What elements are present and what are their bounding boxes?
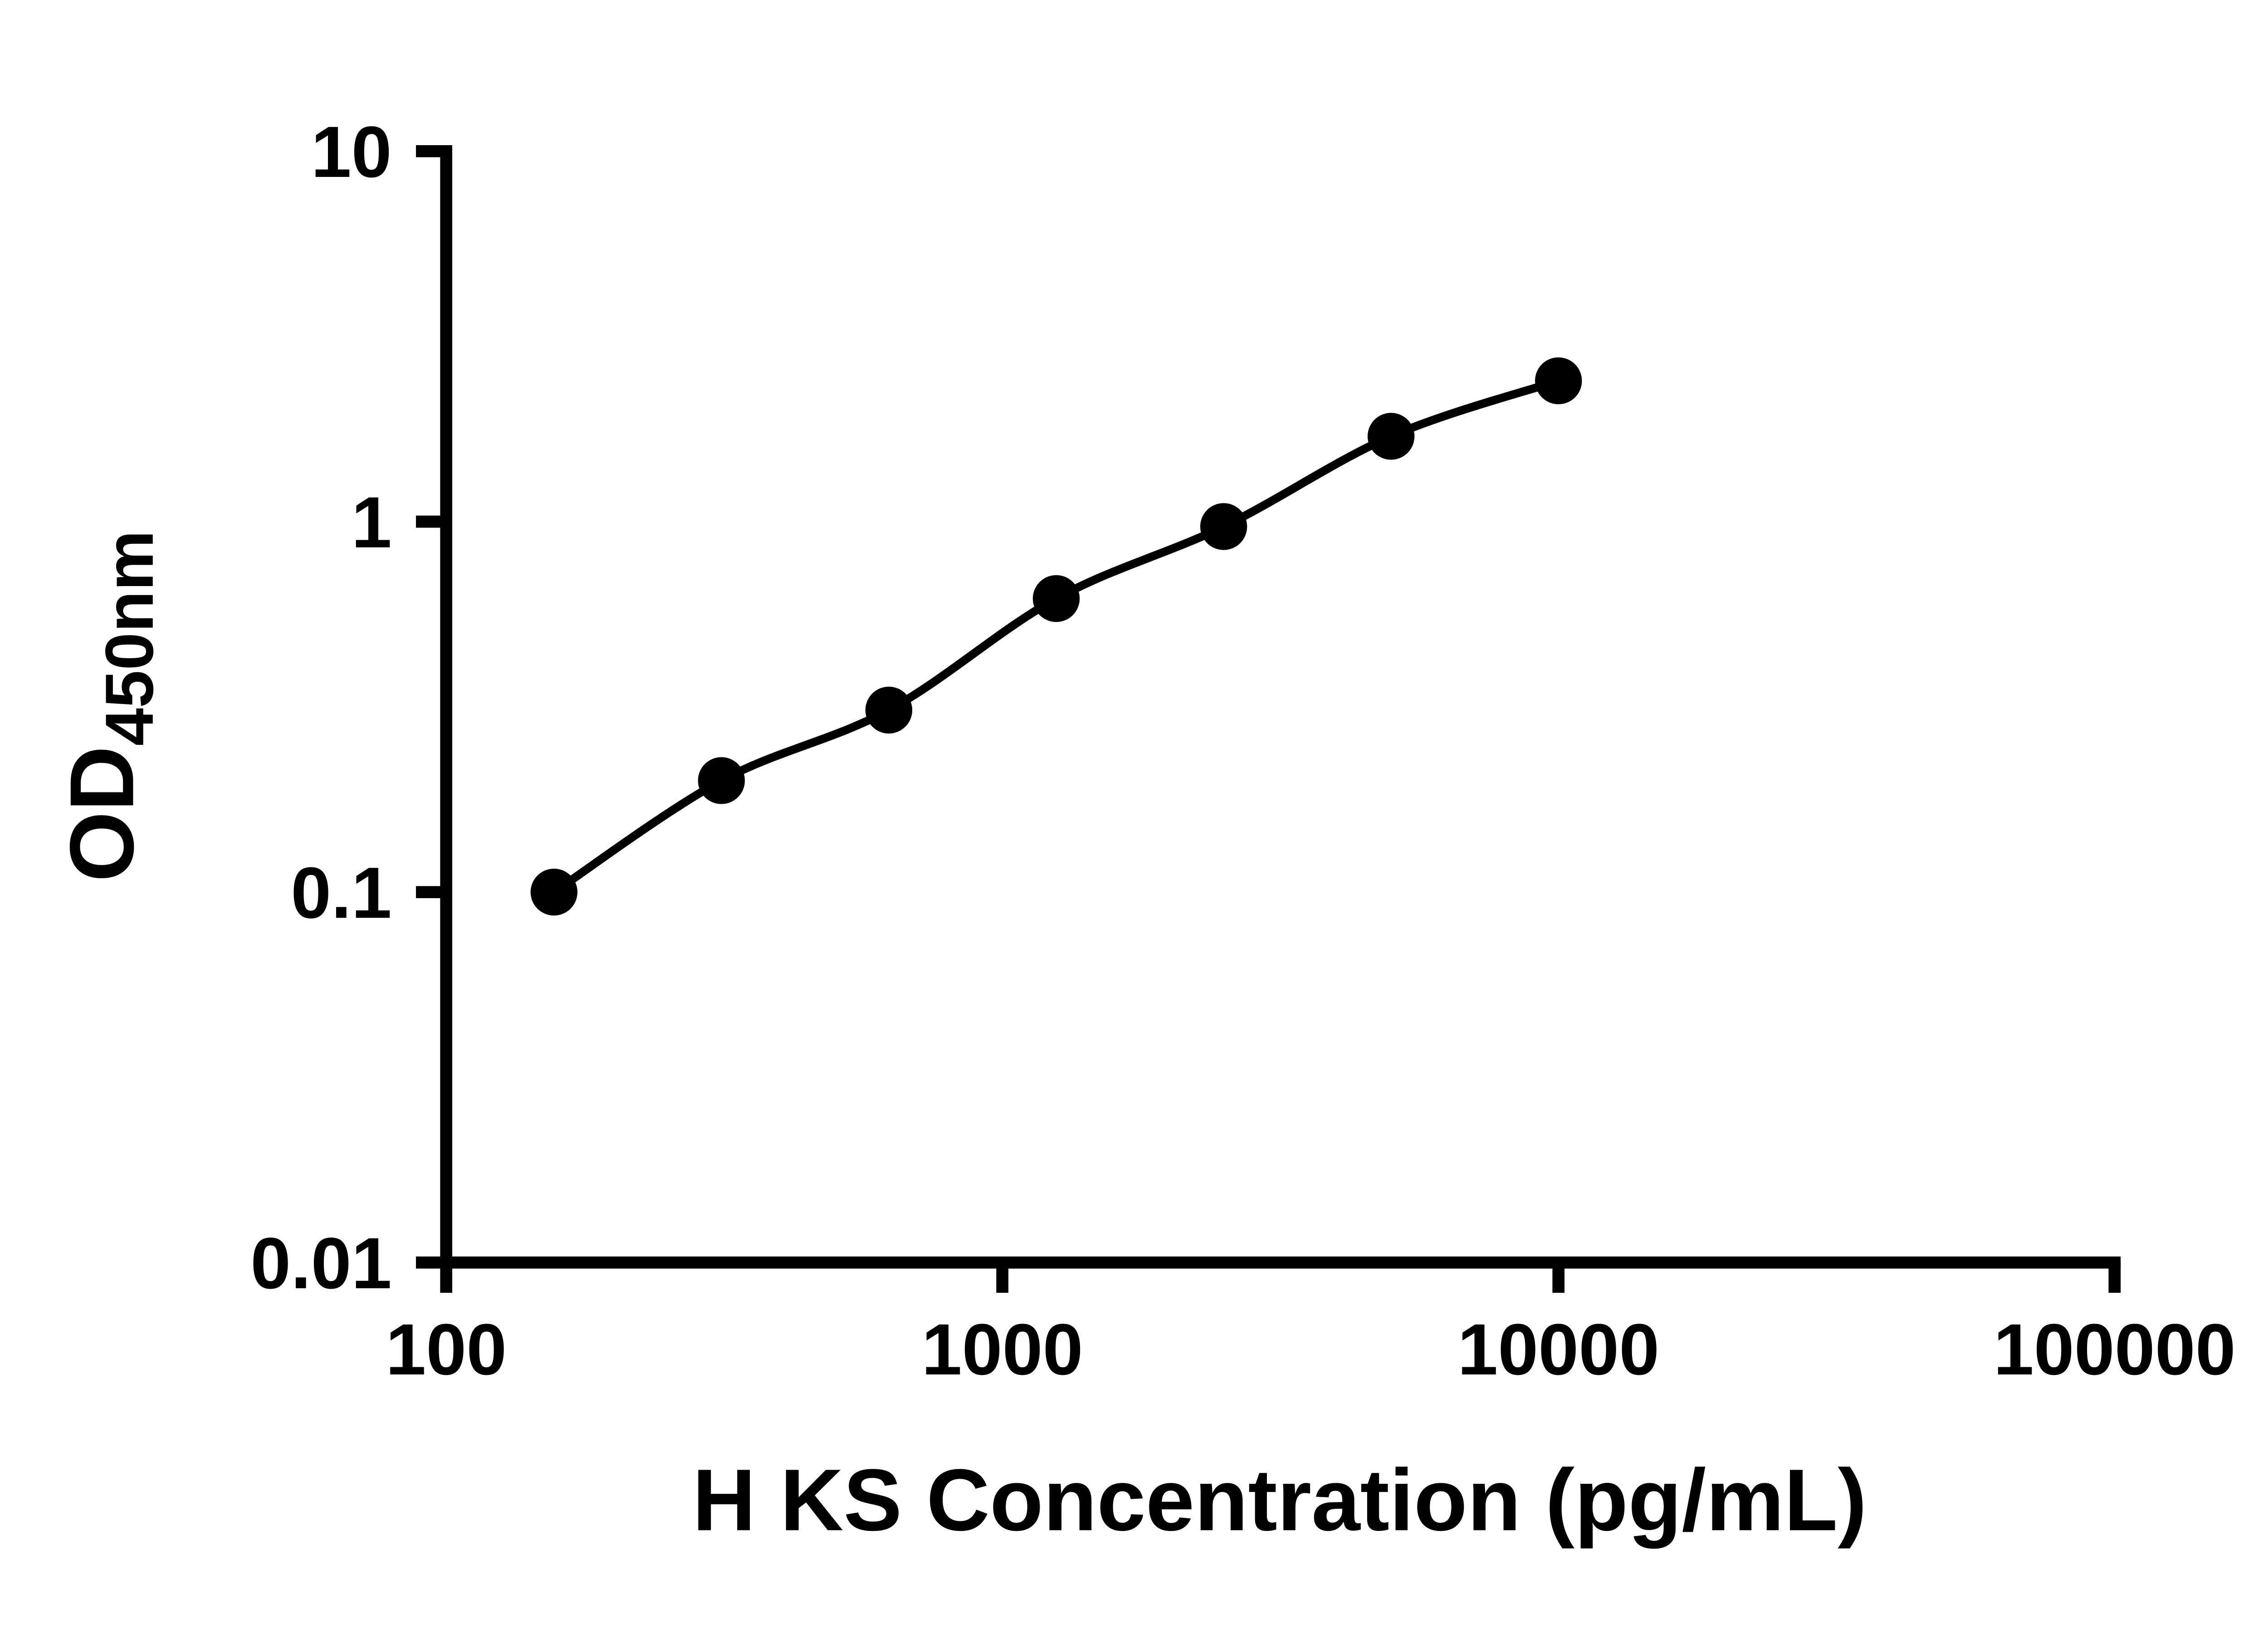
x-tick-label: 10000 (1457, 1309, 1659, 1390)
y-axis-title-sub: 450nm (91, 530, 167, 746)
data-point-marker (1368, 413, 1415, 460)
x-tick-label: 1000 (922, 1309, 1083, 1390)
data-point-marker (1032, 575, 1080, 622)
x-tick-label: 100000 (1994, 1309, 2236, 1390)
y-axis-title: OD450nm (51, 530, 167, 882)
y-tick-label: 0.1 (291, 852, 391, 933)
data-point-marker (1535, 357, 1582, 405)
data-point-marker (698, 757, 745, 804)
data-point-marker (865, 686, 913, 734)
y-axis-title-main: OD (51, 746, 152, 882)
y-tick-label: 10 (311, 111, 392, 192)
data-point-marker (530, 869, 578, 916)
data-point-marker (1200, 503, 1247, 550)
y-tick-label: 0.01 (250, 1222, 391, 1304)
x-tick-label: 100 (386, 1309, 507, 1390)
x-axis-title: H KS Concentration (pg/mL) (692, 1451, 1867, 1549)
y-tick-label: 1 (352, 482, 392, 563)
standard-curve-line (552, 376, 1560, 896)
